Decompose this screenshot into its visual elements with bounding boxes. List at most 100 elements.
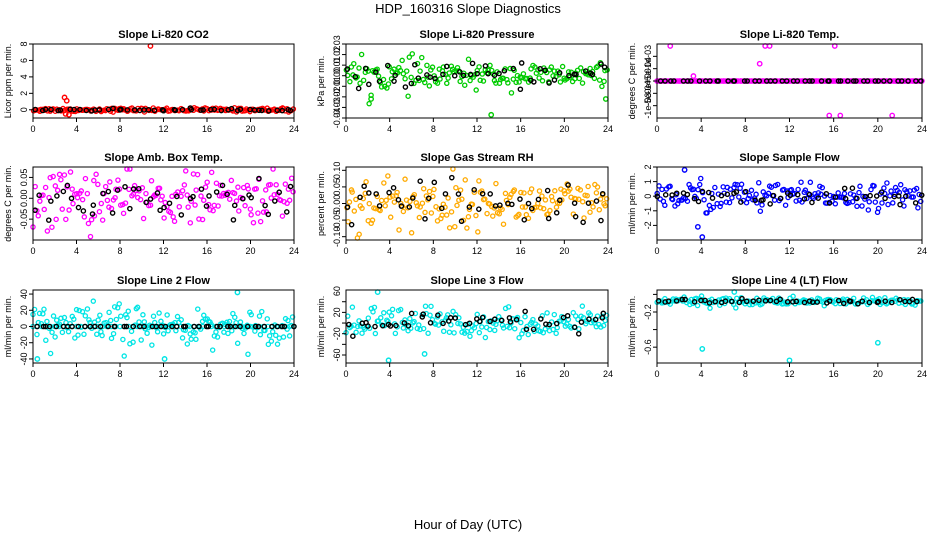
point bbox=[450, 308, 456, 315]
point bbox=[439, 212, 445, 218]
y-axis-label: ml/min per min. bbox=[627, 296, 637, 358]
point bbox=[159, 193, 165, 199]
point bbox=[346, 199, 353, 205]
point-black bbox=[601, 64, 608, 70]
point bbox=[790, 293, 796, 300]
point bbox=[859, 203, 865, 209]
point bbox=[696, 181, 703, 188]
point-black bbox=[274, 323, 281, 330]
panel-1: Slope Li-820 CO2 Licor ppm per min. 0 4 8 12 1… bbox=[3, 29, 299, 134]
point-black bbox=[162, 323, 169, 330]
point bbox=[121, 353, 127, 359]
point-black bbox=[443, 63, 450, 70]
point-black bbox=[121, 323, 128, 330]
point bbox=[42, 184, 49, 191]
point-black bbox=[840, 300, 847, 307]
point bbox=[49, 329, 55, 336]
y-axis-label: ml/min per min. bbox=[627, 173, 637, 235]
point-black bbox=[756, 297, 762, 304]
point bbox=[149, 342, 155, 348]
point-black bbox=[376, 203, 383, 209]
point bbox=[87, 233, 94, 240]
point bbox=[82, 175, 89, 182]
point bbox=[500, 221, 507, 227]
point bbox=[452, 223, 458, 230]
point bbox=[431, 186, 437, 193]
point-black bbox=[387, 323, 394, 329]
point-black bbox=[237, 323, 243, 330]
point-black bbox=[564, 312, 571, 319]
point-black bbox=[589, 71, 596, 78]
point bbox=[539, 78, 546, 84]
point-black bbox=[440, 71, 446, 78]
point bbox=[94, 331, 100, 338]
point bbox=[234, 340, 241, 347]
x-tick-label: 12 bbox=[158, 369, 168, 379]
point bbox=[446, 329, 453, 335]
point-black bbox=[228, 105, 235, 112]
point bbox=[511, 187, 518, 193]
point bbox=[512, 325, 518, 332]
point bbox=[480, 78, 487, 84]
point bbox=[602, 317, 608, 324]
point bbox=[508, 90, 515, 96]
point bbox=[446, 225, 453, 231]
point bbox=[506, 324, 513, 331]
point bbox=[290, 189, 296, 195]
point bbox=[743, 199, 750, 206]
point bbox=[274, 341, 281, 347]
x-tick-label: 24 bbox=[289, 124, 299, 134]
point bbox=[473, 87, 479, 93]
point bbox=[530, 316, 536, 323]
y-tick-label: 0 bbox=[19, 107, 29, 112]
point-black bbox=[190, 193, 196, 200]
point bbox=[885, 201, 891, 208]
point-black bbox=[357, 194, 363, 201]
point bbox=[265, 341, 272, 348]
point bbox=[596, 207, 603, 213]
point-black bbox=[455, 191, 462, 197]
x-tick-label: 24 bbox=[289, 369, 299, 379]
point bbox=[408, 230, 415, 236]
point-black bbox=[806, 298, 813, 304]
point bbox=[356, 65, 362, 71]
point bbox=[192, 202, 198, 208]
point-black bbox=[83, 107, 90, 114]
point-black bbox=[510, 65, 517, 72]
point bbox=[403, 68, 410, 74]
point-black bbox=[571, 324, 578, 331]
point-black bbox=[668, 78, 674, 84]
y-axis-label: kPa per min. bbox=[316, 56, 326, 107]
point bbox=[854, 203, 860, 210]
point bbox=[917, 198, 924, 205]
point bbox=[540, 205, 547, 212]
point-black bbox=[873, 193, 880, 199]
point bbox=[479, 188, 485, 194]
outlier-point bbox=[756, 60, 763, 67]
point-black bbox=[862, 193, 868, 200]
data-points bbox=[344, 166, 610, 241]
point-black bbox=[406, 204, 413, 210]
x-tick-label: 20 bbox=[245, 246, 255, 256]
point bbox=[213, 329, 219, 335]
x-tick-label: 0 bbox=[30, 369, 35, 379]
point bbox=[704, 210, 710, 216]
point-black bbox=[259, 107, 265, 114]
point bbox=[226, 196, 233, 202]
point-black bbox=[261, 323, 268, 330]
point bbox=[695, 186, 701, 193]
x-tick-label: 0 bbox=[654, 124, 659, 134]
point bbox=[272, 332, 279, 339]
point bbox=[590, 204, 596, 210]
point-black bbox=[794, 191, 801, 198]
point-black bbox=[135, 185, 142, 192]
point-black bbox=[902, 193, 909, 200]
point bbox=[144, 330, 150, 336]
point bbox=[473, 212, 479, 219]
x-tick-label: 20 bbox=[245, 369, 255, 379]
point bbox=[429, 64, 436, 70]
point bbox=[662, 202, 668, 209]
point bbox=[824, 200, 830, 206]
point-black bbox=[442, 191, 449, 197]
point bbox=[90, 298, 97, 304]
